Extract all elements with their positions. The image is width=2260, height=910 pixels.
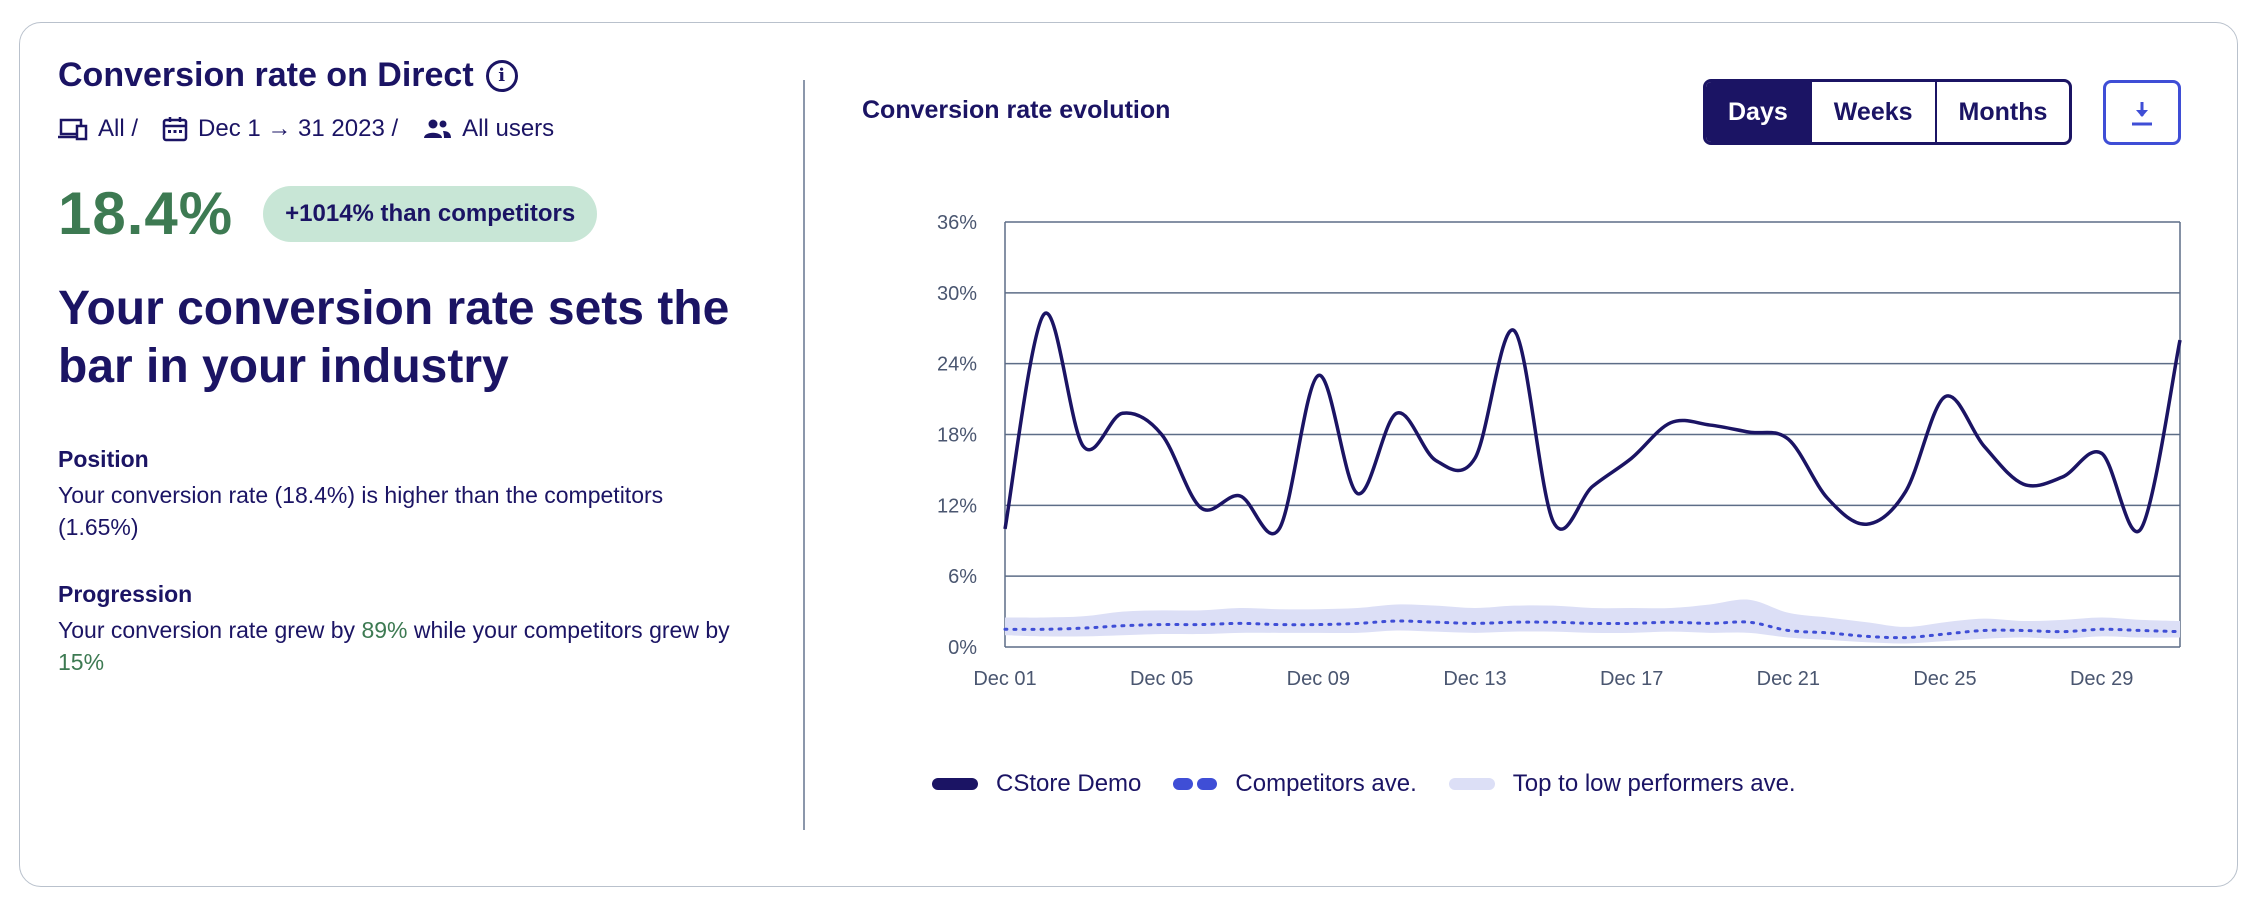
chart-axis: 0% 6% 12% 18% 24% 30% 36% Dec 01 Dec 05 Dec 09 Dec… bbox=[937, 212, 2133, 690]
granularity-toggle: Days Weeks Months bbox=[1703, 79, 2073, 145]
progression-text-2: while your competitors grew by bbox=[407, 617, 730, 643]
y-tick-label: 12% bbox=[937, 495, 977, 517]
users-icon bbox=[422, 118, 452, 140]
store-line bbox=[1003, 311, 2182, 536]
competitors-line bbox=[1003, 619, 2182, 640]
info-icon[interactable]: i bbox=[485, 59, 518, 92]
panel-divider bbox=[803, 80, 805, 830]
filter-breadcrumb: All / Dec 1 → 31 2023 / All users bbox=[58, 115, 738, 143]
x-tick-label: Dec 21 bbox=[1757, 668, 1820, 690]
position-title: Position bbox=[58, 446, 149, 472]
position-body: Your conversion rate (18.4%) is higher t… bbox=[58, 482, 664, 540]
legend-band-swatch bbox=[1448, 778, 1495, 790]
summary-panel: Conversion rate on Direct i All / Dec 1 … bbox=[58, 56, 738, 678]
x-tick-label: Dec 29 bbox=[2070, 668, 2133, 690]
performers-band bbox=[1005, 599, 2180, 644]
months-button[interactable]: Months bbox=[1934, 82, 2070, 142]
x-tick-label: Dec 01 bbox=[973, 668, 1036, 690]
chart-title: Conversion rate evolution bbox=[862, 96, 1171, 124]
y-tick-label: 18% bbox=[937, 425, 977, 447]
y-tick-label: 24% bbox=[937, 354, 977, 376]
y-tick-label: 6% bbox=[948, 566, 977, 588]
legend-band: Top to low performers ave. bbox=[1448, 770, 1796, 798]
legend-store-swatch bbox=[932, 778, 978, 790]
download-button[interactable] bbox=[2103, 80, 2181, 145]
legend-competitors-label: Competitors ave. bbox=[1235, 770, 1417, 797]
chart-legend: CStore Demo Competitors ave. Top to low … bbox=[932, 770, 1828, 798]
legend-store-label: CStore Demo bbox=[996, 770, 1142, 797]
progression-store-growth: 89% bbox=[361, 617, 408, 643]
filter-device[interactable]: All / bbox=[98, 115, 139, 142]
y-tick-label: 30% bbox=[937, 283, 977, 305]
weeks-button[interactable]: Weeks bbox=[1809, 82, 1935, 142]
progression-body: Your conversion rate grew by 89% while y… bbox=[58, 614, 738, 678]
progression-title: Progression bbox=[58, 581, 193, 607]
band-layer bbox=[1005, 599, 2180, 644]
x-tick-label: Dec 05 bbox=[1130, 668, 1193, 690]
competitors-layer bbox=[1003, 619, 2182, 640]
conversion-rate-card bbox=[19, 22, 2238, 887]
calendar-icon bbox=[162, 116, 188, 142]
progression-text-1: Your conversion rate grew by bbox=[58, 617, 362, 643]
kpi-value: 18.4% bbox=[58, 180, 234, 247]
chart-grid bbox=[1004, 221, 2181, 648]
kpi-row: 18.4% +1014% than competitors bbox=[58, 179, 738, 248]
legend-competitors-swatch bbox=[1173, 778, 1218, 790]
headline: Your conversion rate sets the bar in you… bbox=[58, 282, 730, 393]
legend-band-label: Top to low performers ave. bbox=[1512, 770, 1796, 797]
download-icon bbox=[2132, 101, 2152, 125]
filter-date[interactable]: Dec 1 → 31 2023 / bbox=[198, 115, 399, 142]
y-tick-label: 36% bbox=[937, 212, 977, 234]
title-row: Conversion rate on Direct i bbox=[58, 56, 738, 95]
x-tick-label: Dec 09 bbox=[1287, 668, 1350, 690]
legend-competitors: Competitors ave. bbox=[1173, 770, 1417, 798]
legend-store: CStore Demo bbox=[932, 770, 1141, 798]
devices-icon bbox=[58, 117, 88, 141]
x-tick-label: Dec 25 bbox=[1913, 668, 1976, 690]
x-tick-label: Dec 13 bbox=[1443, 668, 1506, 690]
y-tick-label: 0% bbox=[948, 637, 977, 659]
store-layer bbox=[1003, 311, 2182, 536]
x-tick-label: Dec 17 bbox=[1600, 668, 1663, 690]
page-title: Conversion rate on Direct bbox=[58, 56, 474, 94]
days-button[interactable]: Days bbox=[1706, 82, 1810, 142]
competitor-badge: +1014% than competitors bbox=[263, 185, 598, 242]
progression-competitor-growth: 15% bbox=[58, 649, 105, 675]
filter-users[interactable]: All users bbox=[462, 115, 555, 142]
